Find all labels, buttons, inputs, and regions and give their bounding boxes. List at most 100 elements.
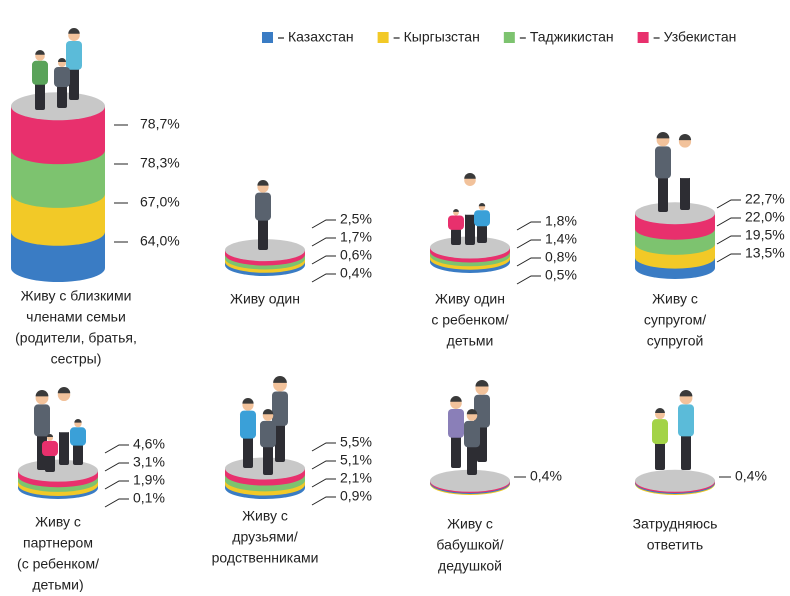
value-leader [717, 254, 741, 262]
group-label: членами семьи [26, 309, 126, 325]
torso [272, 391, 288, 425]
person-icon [678, 390, 694, 470]
torso [677, 148, 693, 178]
group-label: Затрудняюсь [633, 516, 718, 532]
value-label: 78,7% [140, 116, 180, 132]
legend-swatch [504, 32, 515, 43]
value-label: 2,5% [340, 211, 372, 227]
legs [263, 445, 273, 475]
value-label: 1,9% [133, 472, 165, 488]
person-icon [655, 132, 671, 212]
group-label: ответить [647, 537, 703, 553]
value-label: 2,1% [340, 470, 372, 486]
value-label: 1,7% [340, 229, 372, 245]
value-leader [517, 276, 541, 284]
value-label: 0,5% [545, 267, 577, 283]
legs [681, 434, 691, 470]
value-label: 13,5% [745, 245, 785, 261]
legend-label: Казахстан [288, 29, 354, 45]
group-label: дедушкой [438, 558, 502, 574]
group-label: друзьями/ [232, 529, 298, 545]
value-leader [517, 222, 541, 230]
torso [240, 411, 256, 439]
legs [655, 442, 665, 470]
hair [263, 409, 274, 414]
hair [58, 58, 66, 62]
legend-label: Таджикистан [530, 29, 614, 45]
legs [59, 430, 69, 465]
group-label: Живу один [230, 291, 300, 307]
value-label: 0,8% [545, 249, 577, 265]
torso [54, 67, 70, 87]
group-label: Живу один [435, 291, 505, 307]
value-leader [105, 463, 129, 471]
hair [453, 209, 459, 212]
hair [36, 390, 49, 396]
legs [451, 436, 461, 468]
value-label: 0,1% [133, 490, 165, 506]
group-label: с ребенком/ [431, 312, 508, 328]
torso [42, 441, 58, 456]
torso [448, 215, 464, 229]
value-leader [312, 479, 336, 487]
torso [474, 210, 490, 226]
torso [34, 404, 50, 436]
legend-swatch [378, 32, 389, 43]
legs [477, 225, 487, 243]
disk-top [18, 460, 98, 482]
group-label: Живу с [242, 508, 288, 524]
value-leader [312, 443, 336, 451]
value-leader [105, 481, 129, 489]
value-leader [312, 461, 336, 469]
torso [255, 193, 271, 221]
torso [462, 186, 478, 215]
person-icon [462, 173, 478, 245]
value-label: 1,8% [545, 213, 577, 229]
value-leader [517, 258, 541, 266]
value-leader [312, 497, 336, 505]
person-icon [677, 134, 693, 210]
legs [57, 86, 67, 109]
torso [652, 419, 668, 444]
hair [35, 50, 45, 55]
hair [464, 173, 476, 179]
torso [32, 61, 48, 85]
torso [56, 401, 72, 432]
disk-top [635, 202, 715, 224]
person-icon [56, 387, 72, 465]
value-label: 1,4% [545, 231, 577, 247]
torso [70, 427, 86, 445]
person-icon [70, 419, 86, 465]
value-leader [517, 240, 541, 248]
value-label: 67,0% [140, 194, 180, 210]
value-label: 64,0% [140, 233, 180, 249]
value-label: 4,6% [133, 436, 165, 452]
group-label: супругой [647, 333, 704, 349]
legend-swatch [638, 32, 649, 43]
value-label: 5,1% [340, 452, 372, 468]
value-label: 0,9% [340, 488, 372, 504]
group-label: Живу с [652, 291, 698, 307]
value-label: 78,3% [140, 155, 180, 171]
value-leader [717, 236, 741, 244]
legs [658, 176, 668, 212]
person-icon [448, 396, 464, 468]
hair [58, 387, 70, 393]
group-label: (родители, братья, [15, 330, 137, 346]
disk-top [635, 470, 715, 492]
value-label: 3,1% [133, 454, 165, 470]
value-leader [312, 274, 336, 282]
value-label: 0,4% [735, 468, 767, 484]
person-icon [240, 398, 256, 468]
group-label: супругом/ [644, 312, 706, 328]
hair [680, 390, 693, 396]
group-label: партнером [23, 535, 93, 551]
legs [243, 437, 253, 469]
hair [655, 408, 665, 413]
group-label: детьми [447, 333, 494, 349]
value-label: 19,5% [745, 227, 785, 243]
group-label: детьми) [32, 577, 83, 592]
group-label: Живу с [35, 514, 81, 530]
torso [464, 421, 480, 447]
value-leader [717, 218, 741, 226]
